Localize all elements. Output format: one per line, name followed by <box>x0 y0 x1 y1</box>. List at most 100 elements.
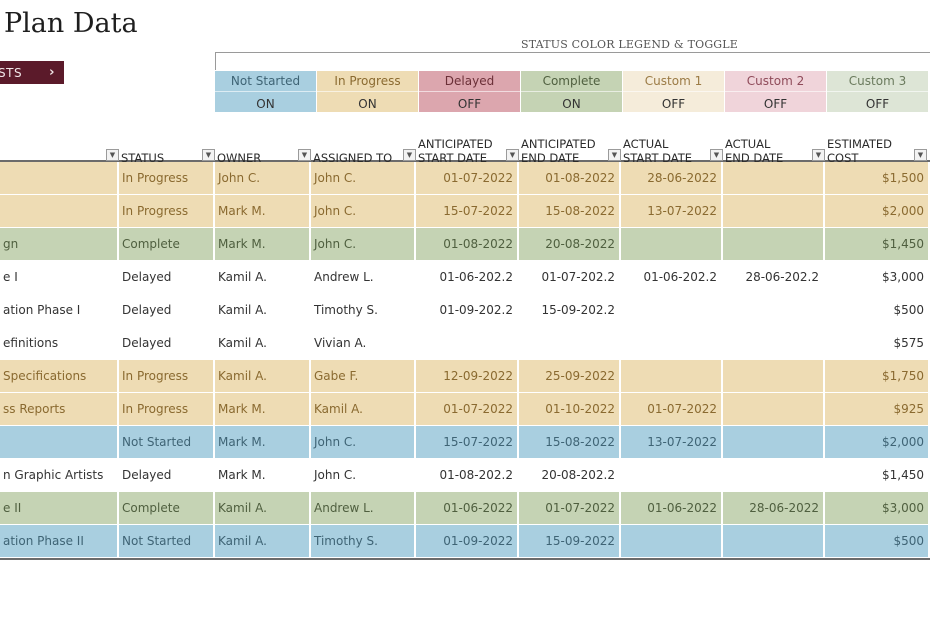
cell-act_end[interactable] <box>723 360 825 392</box>
legend-toggle[interactable]: OFF <box>725 92 826 112</box>
cell-status[interactable]: In Progress <box>119 360 215 392</box>
cell-assigned[interactable]: Kamil A. <box>311 393 416 425</box>
cell-status[interactable]: Complete <box>119 228 215 260</box>
cell-act_start[interactable] <box>621 228 723 260</box>
cell-ant_end[interactable]: 15-08-2022 <box>519 195 621 227</box>
cell-task[interactable] <box>0 195 119 227</box>
cell-ant_end[interactable]: 15-09-2022 <box>519 525 621 557</box>
cell-status[interactable]: Delayed <box>119 459 215 491</box>
cell-assigned[interactable]: Timothy S. <box>311 294 416 326</box>
cell-cost[interactable]: $1,500 <box>825 162 930 194</box>
cell-cost[interactable]: $1,450 <box>825 228 930 260</box>
cell-ant_start[interactable]: 01-09-202.2 <box>416 294 519 326</box>
cell-ant_start[interactable]: 01-06-2022 <box>416 492 519 524</box>
cell-act_end[interactable] <box>723 525 825 557</box>
cell-act_start[interactable] <box>621 525 723 557</box>
nav-forward-button[interactable]: STS › <box>0 61 64 84</box>
table-row[interactable]: In Progress John C. John C. 01-07-2022 01-08… <box>0 162 930 195</box>
cell-ant_end[interactable]: 15-09-202.2 <box>519 294 621 326</box>
filter-dropdown-icon[interactable]: ▼ <box>202 149 215 161</box>
cell-owner[interactable]: Kamil A. <box>215 360 311 392</box>
table-row[interactable]: ation Phase II Not Started Kamil A. Timothy… <box>0 525 930 558</box>
cell-status[interactable]: In Progress <box>119 393 215 425</box>
cell-act_end[interactable] <box>723 294 825 326</box>
cell-status[interactable]: Complete <box>119 492 215 524</box>
table-row[interactable]: e I Delayed Kamil A. Andrew L. 01-06-202.2 01… <box>0 261 930 294</box>
cell-status[interactable]: Not Started <box>119 525 215 557</box>
cell-owner[interactable]: Kamil A. <box>215 525 311 557</box>
cell-task[interactable]: ation Phase II <box>0 525 119 557</box>
cell-status[interactable]: Not Started <box>119 426 215 458</box>
cell-act_start[interactable]: 01-06-202.2 <box>621 261 723 293</box>
cell-cost[interactable]: $575 <box>825 327 930 359</box>
cell-task[interactable]: e II <box>0 492 119 524</box>
cell-task[interactable]: ation Phase I <box>0 294 119 326</box>
cell-owner[interactable]: Mark M. <box>215 393 311 425</box>
filter-dropdown-icon[interactable]: ▼ <box>403 149 416 161</box>
cell-ant_start[interactable] <box>416 327 519 359</box>
cell-ant_start[interactable]: 01-09-2022 <box>416 525 519 557</box>
cell-owner[interactable]: Mark M. <box>215 195 311 227</box>
cell-owner[interactable]: John C. <box>215 162 311 194</box>
cell-owner[interactable]: Mark M. <box>215 459 311 491</box>
cell-ant_start[interactable]: 15-07-2022 <box>416 426 519 458</box>
legend-toggle[interactable]: ON <box>215 92 316 112</box>
cell-act_end[interactable] <box>723 195 825 227</box>
cell-ant_end[interactable]: 15-08-2022 <box>519 426 621 458</box>
cell-task[interactable]: gn <box>0 228 119 260</box>
cell-task[interactable]: Specifications <box>0 360 119 392</box>
cell-cost[interactable]: $1,450 <box>825 459 930 491</box>
cell-cost[interactable]: $1,750 <box>825 360 930 392</box>
cell-assigned[interactable]: John C. <box>311 195 416 227</box>
cell-owner[interactable]: Mark M. <box>215 228 311 260</box>
cell-ant_start[interactable]: 01-08-2022 <box>416 228 519 260</box>
cell-owner[interactable]: Kamil A. <box>215 261 311 293</box>
table-row[interactable]: In Progress Mark M. John C. 15-07-2022 15-08… <box>0 195 930 228</box>
cell-assigned[interactable]: John C. <box>311 426 416 458</box>
cell-act_end[interactable] <box>723 426 825 458</box>
cell-act_start[interactable] <box>621 294 723 326</box>
cell-assigned[interactable]: Timothy S. <box>311 525 416 557</box>
filter-dropdown-icon[interactable]: ▼ <box>106 149 119 161</box>
cell-ant_end[interactable]: 20-08-202.2 <box>519 459 621 491</box>
legend-toggle[interactable]: ON <box>521 92 622 112</box>
cell-ant_start[interactable]: 01-06-202.2 <box>416 261 519 293</box>
cell-task[interactable]: efinitions <box>0 327 119 359</box>
filter-dropdown-icon[interactable]: ▼ <box>608 149 621 161</box>
cell-cost[interactable]: $3,000 <box>825 492 930 524</box>
legend-toggle[interactable]: OFF <box>623 92 724 112</box>
cell-task[interactable] <box>0 162 119 194</box>
cell-assigned[interactable]: Andrew L. <box>311 261 416 293</box>
cell-assigned[interactable]: Andrew L. <box>311 492 416 524</box>
legend-toggle[interactable]: OFF <box>827 92 928 112</box>
filter-dropdown-icon[interactable]: ▼ <box>710 149 723 161</box>
table-row[interactable]: e II Complete Kamil A. Andrew L. 01-06-2022 0… <box>0 492 930 525</box>
filter-dropdown-icon[interactable]: ▼ <box>506 149 519 161</box>
cell-act_end[interactable] <box>723 327 825 359</box>
cell-ant_start[interactable]: 15-07-2022 <box>416 195 519 227</box>
cell-act_start[interactable]: 01-06-2022 <box>621 492 723 524</box>
cell-assigned[interactable]: Gabe F. <box>311 360 416 392</box>
cell-act_end[interactable] <box>723 162 825 194</box>
cell-cost[interactable]: $925 <box>825 393 930 425</box>
cell-act_start[interactable] <box>621 327 723 359</box>
table-row[interactable]: Not Started Mark M. John C. 15-07-2022 15-08… <box>0 426 930 459</box>
cell-status[interactable]: In Progress <box>119 162 215 194</box>
filter-dropdown-icon[interactable]: ▼ <box>298 149 311 161</box>
filter-dropdown-icon[interactable]: ▼ <box>914 149 927 161</box>
table-row[interactable]: efinitions Delayed Kamil A. Vivian A. $575 <box>0 327 930 360</box>
cell-cost[interactable]: $500 <box>825 525 930 557</box>
cell-assigned[interactable]: John C. <box>311 228 416 260</box>
cell-act_end[interactable] <box>723 393 825 425</box>
cell-owner[interactable]: Kamil A. <box>215 294 311 326</box>
cell-ant_end[interactable] <box>519 327 621 359</box>
cell-ant_end[interactable]: 01-08-2022 <box>519 162 621 194</box>
cell-owner[interactable]: Kamil A. <box>215 327 311 359</box>
cell-task[interactable]: ss Reports <box>0 393 119 425</box>
cell-act_start[interactable]: 13-07-2022 <box>621 195 723 227</box>
table-row[interactable]: ss Reports In Progress Mark M. Kamil A. 01-0… <box>0 393 930 426</box>
table-row[interactable]: ation Phase I Delayed Kamil A. Timothy S. 01… <box>0 294 930 327</box>
table-row[interactable]: gn Complete Mark M. John C. 01-08-2022 20-08-… <box>0 228 930 261</box>
cell-cost[interactable]: $2,000 <box>825 195 930 227</box>
cell-assigned[interactable]: John C. <box>311 162 416 194</box>
